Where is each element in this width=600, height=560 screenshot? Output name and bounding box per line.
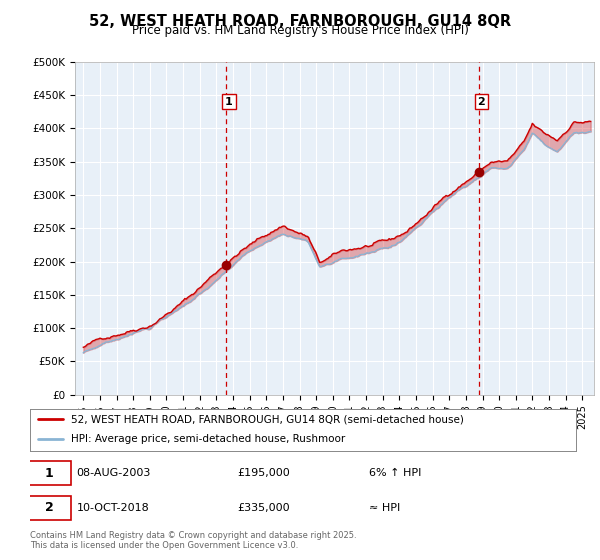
- Text: ≈ HPI: ≈ HPI: [368, 503, 400, 513]
- Text: 6% ↑ HPI: 6% ↑ HPI: [368, 468, 421, 478]
- FancyBboxPatch shape: [27, 496, 71, 520]
- Text: Price paid vs. HM Land Registry's House Price Index (HPI): Price paid vs. HM Land Registry's House …: [131, 24, 469, 37]
- FancyBboxPatch shape: [27, 461, 71, 486]
- Text: 2: 2: [45, 501, 53, 515]
- Text: HPI: Average price, semi-detached house, Rushmoor: HPI: Average price, semi-detached house,…: [71, 434, 345, 444]
- Text: £335,000: £335,000: [238, 503, 290, 513]
- Text: Contains HM Land Registry data © Crown copyright and database right 2025.
This d: Contains HM Land Registry data © Crown c…: [30, 531, 356, 550]
- Text: 52, WEST HEATH ROAD, FARNBOROUGH, GU14 8QR: 52, WEST HEATH ROAD, FARNBOROUGH, GU14 8…: [89, 14, 511, 29]
- Text: £195,000: £195,000: [238, 468, 290, 478]
- Text: 2: 2: [478, 96, 485, 106]
- Text: 1: 1: [225, 96, 233, 106]
- Text: 1: 1: [45, 466, 53, 480]
- Text: 52, WEST HEATH ROAD, FARNBOROUGH, GU14 8QR (semi-detached house): 52, WEST HEATH ROAD, FARNBOROUGH, GU14 8…: [71, 414, 464, 424]
- Text: 10-OCT-2018: 10-OCT-2018: [76, 503, 149, 513]
- Text: 08-AUG-2003: 08-AUG-2003: [76, 468, 151, 478]
